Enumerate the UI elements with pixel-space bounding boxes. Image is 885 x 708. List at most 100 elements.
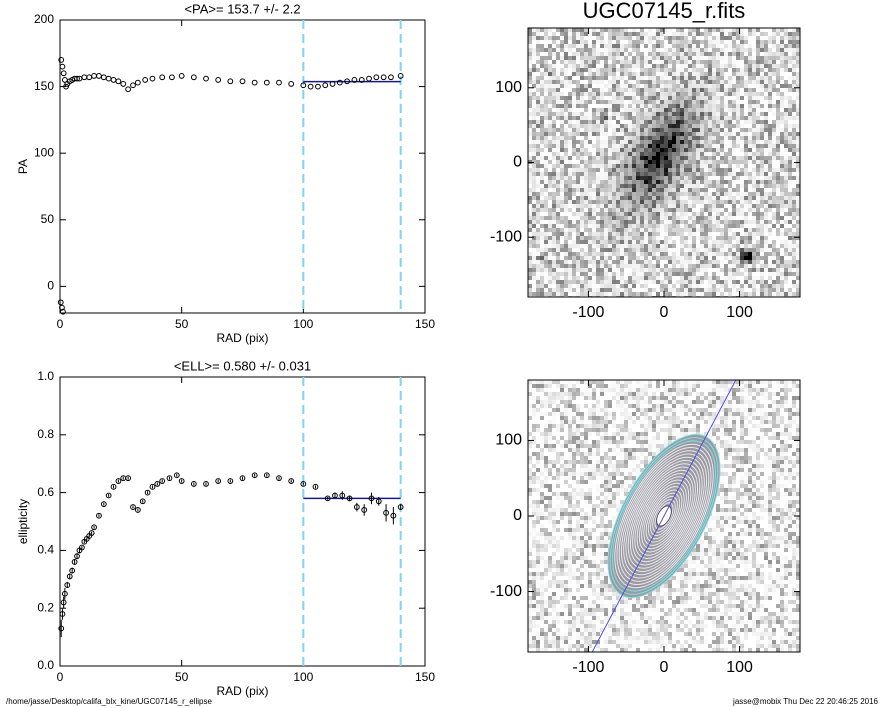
pixel <box>656 168 660 172</box>
pixel <box>644 280 648 284</box>
pixel <box>548 60 552 64</box>
pixel <box>612 220 616 224</box>
pixel <box>728 180 732 184</box>
pixel <box>736 252 740 256</box>
pixel <box>672 148 676 152</box>
pixel <box>672 68 676 72</box>
pixel <box>652 64 656 68</box>
pixel <box>760 168 764 172</box>
pixel <box>672 64 676 68</box>
pixel <box>728 76 732 80</box>
x-tick-label: 150 <box>415 317 435 331</box>
pixel <box>552 152 556 156</box>
pixel <box>572 108 576 112</box>
pixel <box>736 168 740 172</box>
pixel <box>712 128 716 132</box>
pixel <box>748 252 752 256</box>
pixel <box>736 204 740 208</box>
pixel <box>600 268 604 272</box>
pixel <box>724 212 728 216</box>
pixel <box>632 272 636 276</box>
data-point <box>60 599 67 606</box>
pixel <box>588 128 592 132</box>
pixel <box>536 108 540 112</box>
pixel <box>628 72 632 76</box>
pixel <box>624 128 628 132</box>
pixel <box>616 44 620 48</box>
pixel <box>616 132 620 136</box>
pixel <box>584 240 588 244</box>
pixel <box>700 84 704 88</box>
pixel <box>608 272 612 276</box>
pixel <box>680 244 684 248</box>
pixel <box>788 180 792 184</box>
pixel <box>640 120 644 124</box>
pixel <box>572 32 576 36</box>
pixel <box>784 64 788 68</box>
pixel <box>584 116 588 120</box>
pixel <box>728 380 732 384</box>
pixel <box>712 176 716 180</box>
pixel <box>724 168 728 172</box>
pixel <box>680 252 684 256</box>
pixel <box>544 260 548 264</box>
pixel <box>616 188 620 192</box>
pixel <box>632 196 636 200</box>
pixel <box>572 44 576 48</box>
pixel <box>640 92 644 96</box>
pixel <box>636 228 640 232</box>
pixel <box>608 212 612 216</box>
pixel <box>632 152 636 156</box>
pixel <box>544 44 548 48</box>
pixel <box>640 236 644 240</box>
pixel <box>636 32 640 36</box>
pixel <box>680 44 684 48</box>
pixel <box>792 48 796 52</box>
pixel <box>728 140 732 144</box>
pixel <box>616 220 620 224</box>
pixel <box>628 80 632 84</box>
pixel <box>660 80 664 84</box>
pixel <box>576 212 580 216</box>
pixel <box>696 68 700 72</box>
pixel <box>548 120 552 124</box>
pixel <box>676 256 680 260</box>
pixel <box>732 88 736 92</box>
pixel <box>672 180 676 184</box>
pixel <box>720 216 724 220</box>
pixel <box>536 200 540 204</box>
pixel <box>708 40 712 44</box>
pixel <box>732 76 736 80</box>
pixel <box>560 284 564 288</box>
pixel <box>596 232 600 236</box>
pixel <box>596 264 600 268</box>
pixel <box>740 268 744 272</box>
pixel <box>592 196 596 200</box>
pixel <box>656 140 660 144</box>
pixel <box>716 132 720 136</box>
pixel <box>760 36 764 40</box>
pixel <box>716 180 720 184</box>
pixel <box>624 260 628 264</box>
pixel <box>716 184 720 188</box>
pixel <box>668 124 672 128</box>
pixel <box>656 284 660 288</box>
pixel <box>676 380 680 384</box>
pixel <box>656 68 660 72</box>
pixel <box>544 380 548 384</box>
pixel <box>656 132 660 136</box>
pixel <box>544 96 548 100</box>
pixel <box>620 36 624 40</box>
pixel <box>532 40 536 44</box>
pixel <box>640 140 644 144</box>
pixel <box>708 136 712 140</box>
pixel <box>796 56 800 60</box>
pixel <box>736 144 740 148</box>
pixel <box>668 136 672 140</box>
pixel <box>628 32 632 36</box>
pixel <box>564 148 568 152</box>
pixel <box>740 168 744 172</box>
pixel <box>592 288 596 292</box>
pixel <box>652 92 656 96</box>
pixel <box>748 236 752 240</box>
